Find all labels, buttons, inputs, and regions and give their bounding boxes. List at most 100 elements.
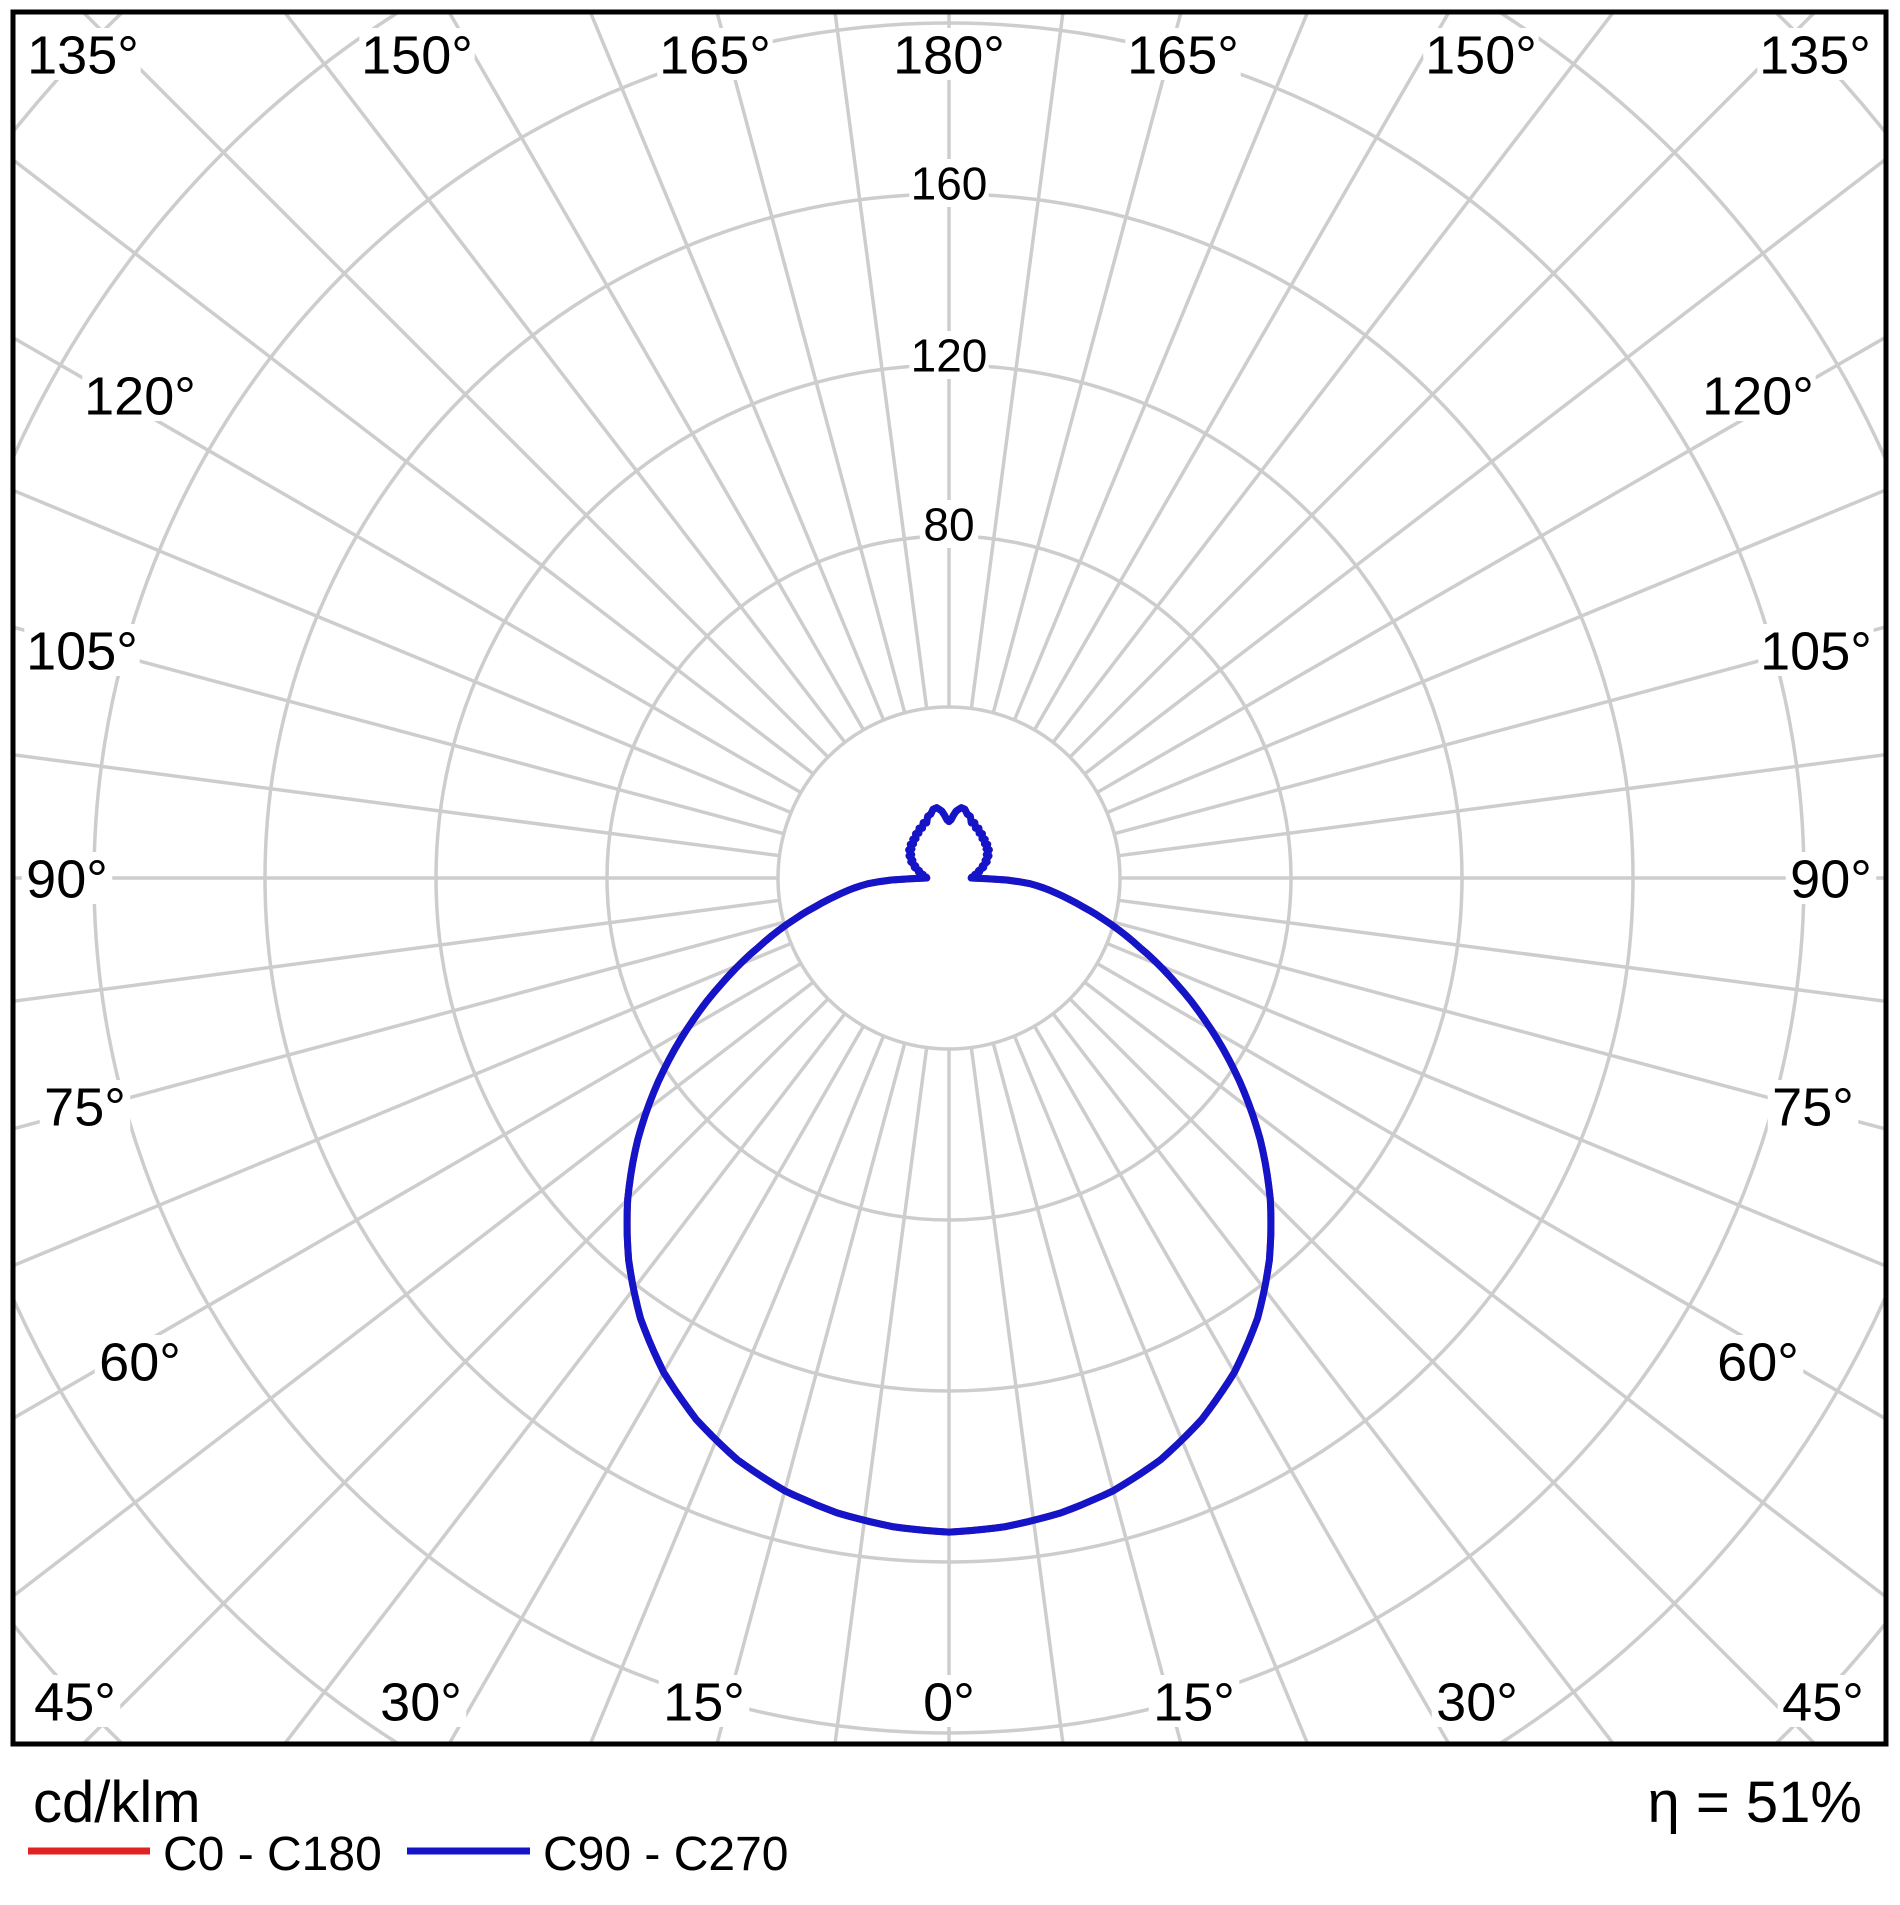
angle-label-bottom-bg bbox=[916, 1675, 982, 1727]
legend: cd/klm C0 - C180 C90 - C270 η = 51% bbox=[28, 1770, 1862, 1881]
grid-ring-40 bbox=[776, 705, 1122, 1051]
grid-radial-line bbox=[589, 1035, 886, 1742]
angle-label-right-bg bbox=[1785, 852, 1877, 904]
grid-radial-line bbox=[15, 898, 780, 1003]
angle-label-top: 135° bbox=[27, 25, 139, 85]
grid-radial-line bbox=[1032, 14, 1450, 731]
angle-label-top: 150° bbox=[1425, 25, 1537, 85]
grid-radial-line bbox=[991, 1042, 1183, 1742]
angle-label-left: 90° bbox=[26, 849, 108, 909]
angle-label-top: 165° bbox=[659, 25, 771, 85]
angle-label-right: 120° bbox=[1702, 366, 1814, 426]
grid-radial-line bbox=[1012, 14, 1309, 721]
angle-label-top-bg bbox=[1423, 28, 1539, 80]
angle-label-top-bg bbox=[1757, 28, 1873, 80]
angle-label-right: 105° bbox=[1760, 621, 1872, 681]
ring-tick-label: 80 bbox=[923, 499, 974, 551]
angle-label-top: 150° bbox=[361, 25, 473, 85]
ring-tick-label: 160 bbox=[911, 158, 988, 210]
distribution-curves bbox=[623, 804, 1275, 1536]
grid-radial-line bbox=[1032, 1025, 1450, 1742]
ring-tick-label: 120 bbox=[911, 330, 988, 382]
ring-tick-label-bg bbox=[919, 500, 979, 548]
angle-label-top-bg bbox=[359, 28, 475, 80]
angle-label-bottom: 30° bbox=[1436, 1672, 1518, 1732]
angle-label-left-bg bbox=[94, 1335, 186, 1387]
grid-radial-line bbox=[448, 14, 866, 731]
grid-radial-line bbox=[15, 159, 815, 776]
ring-tick-label-bg bbox=[909, 331, 989, 379]
angle-label-left-bg bbox=[21, 852, 113, 904]
grid-radial-line bbox=[715, 14, 907, 714]
legend-label-c90-c270: C90 - C270 bbox=[543, 1828, 788, 1881]
angle-label-bottom: 30° bbox=[380, 1672, 462, 1732]
legend-label-c0-c180: C0 - C180 bbox=[163, 1828, 382, 1881]
angle-label-top: 135° bbox=[1759, 25, 1871, 85]
plot-border bbox=[10, 9, 1889, 1747]
grid-radial-line bbox=[715, 1042, 907, 1742]
angle-label-right-bg bbox=[1758, 624, 1874, 676]
angle-label-left: 120° bbox=[84, 366, 196, 426]
angle-label-bottom-bg bbox=[1777, 1675, 1869, 1727]
angle-label-left: 75° bbox=[44, 1077, 126, 1137]
angle-label-bottom: 0° bbox=[923, 1672, 975, 1732]
angle-label-bottom: 15° bbox=[1153, 1672, 1235, 1732]
grid-radial-line bbox=[15, 961, 802, 1420]
grid-radial-line bbox=[1096, 336, 1884, 795]
angle-label-bottom: 15° bbox=[663, 1672, 745, 1732]
angle-label-top-bg bbox=[657, 28, 773, 80]
grid-radial-line bbox=[15, 625, 785, 836]
grid-radial-line bbox=[969, 1047, 1065, 1742]
angle-label-bottom: 45° bbox=[34, 1672, 116, 1732]
angle-label-bottom-bg bbox=[1431, 1675, 1523, 1727]
grid-radial-line bbox=[1012, 1035, 1309, 1742]
angle-label-bottom-bg bbox=[29, 1675, 121, 1727]
grid-radial-line bbox=[1118, 898, 1884, 1003]
grid-radial-line bbox=[1113, 920, 1884, 1131]
grid-radial-line bbox=[15, 753, 780, 858]
grid-radial-line bbox=[15, 336, 802, 795]
angle-label-left-bg bbox=[24, 624, 140, 676]
grid-radial-line bbox=[1113, 625, 1884, 836]
angle-label-left: 60° bbox=[99, 1332, 181, 1392]
angle-label-bottom-bg bbox=[658, 1675, 750, 1727]
angle-label-right: 90° bbox=[1790, 849, 1872, 909]
axis-labels: 80 120 160 135° 150° 165° 180° 165° 150° 135° 45° 3… bbox=[21, 25, 1877, 1732]
angle-label-right-bg bbox=[1712, 1335, 1804, 1387]
grid-radial-line bbox=[448, 1025, 866, 1742]
angle-label-right: 60° bbox=[1717, 1332, 1799, 1392]
unit-label: cd/klm bbox=[33, 1770, 201, 1835]
angle-label-top-bg bbox=[891, 28, 1007, 80]
angle-label-top: 165° bbox=[1127, 25, 1239, 85]
grid-radial-line bbox=[833, 14, 929, 709]
ring-tick-label-bg bbox=[909, 159, 989, 207]
grid-radial-line bbox=[1106, 488, 1884, 815]
angle-label-right-bg bbox=[1700, 369, 1816, 421]
grid-radial-line bbox=[283, 1012, 847, 1742]
angle-label-top-bg bbox=[1125, 28, 1241, 80]
angle-label-bottom-bg bbox=[375, 1675, 467, 1727]
grid-radial-line bbox=[1051, 1012, 1615, 1742]
grid-radial-line bbox=[1106, 941, 1884, 1268]
angle-label-bottom: 45° bbox=[1782, 1672, 1864, 1732]
grid-radial-line bbox=[15, 489, 792, 815]
angle-label-top: 180° bbox=[893, 25, 1005, 85]
grid-radial-line bbox=[1118, 753, 1884, 858]
curve-C90-C270 bbox=[623, 804, 1275, 1536]
angle-label-top-bg bbox=[25, 28, 141, 80]
angle-label-left-bg bbox=[39, 1080, 131, 1132]
angle-label-left-bg bbox=[82, 369, 198, 421]
grid-radial-line bbox=[15, 941, 792, 1267]
grid-radial-line bbox=[969, 14, 1065, 709]
grid-radial-line bbox=[1051, 14, 1615, 744]
grid-radial-line bbox=[589, 14, 886, 721]
angle-label-right-bg bbox=[1767, 1080, 1859, 1132]
grid-radial-line bbox=[15, 920, 785, 1131]
angle-label-left: 105° bbox=[26, 621, 138, 681]
grid-radial-line bbox=[991, 14, 1183, 714]
efficiency-label: η = 51% bbox=[1648, 1770, 1862, 1835]
grid-radial-line bbox=[1096, 961, 1884, 1420]
